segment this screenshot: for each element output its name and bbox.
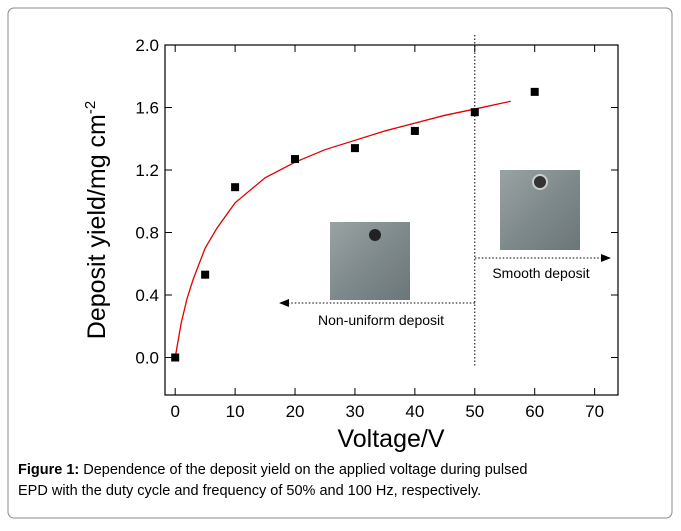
data-point	[291, 155, 300, 164]
sample-hole	[532, 174, 548, 190]
data-point	[350, 144, 359, 153]
caption-text: EPD with the duty cycle and frequency of…	[18, 483, 481, 499]
caption-text: Dependence of the deposit yield on the a…	[83, 462, 527, 478]
y-tick-label: 0.8	[135, 224, 159, 243]
data-point	[171, 353, 180, 362]
x-tick-label: 20	[286, 402, 305, 421]
y-axis-title-main: Deposit yield/mg cm	[83, 114, 111, 339]
data-point	[410, 126, 419, 135]
y-tick-label: 1.6	[135, 99, 159, 118]
x-tick-label: 40	[405, 402, 424, 421]
caption: Figure 1: Dependence of the deposit yiel…	[18, 462, 527, 499]
data-point	[231, 183, 240, 192]
fit-line	[174, 100, 511, 358]
frame	[7, 7, 673, 519]
y-tick-label: 0.0	[135, 349, 159, 368]
y-tick-label: 0.4	[135, 286, 159, 305]
x-tick-label: 50	[465, 402, 484, 421]
data-point	[201, 270, 210, 279]
x-tick-label: 0	[170, 402, 179, 421]
y-tick-label: 1.2	[135, 161, 159, 180]
x-axis-title: Voltage/V	[337, 425, 444, 453]
annotation: Non-uniform deposit	[318, 312, 444, 328]
x-tick-label: 30	[345, 402, 364, 421]
data-point	[470, 108, 479, 117]
annotation: Smooth deposit	[492, 265, 589, 281]
y-axis-title-sup: -2	[82, 101, 99, 114]
caption-label: Figure 1:	[18, 462, 79, 478]
x-tick-label: 70	[585, 402, 604, 421]
y-axis-title: Deposit yield/mg cm-2	[82, 101, 111, 339]
sample-hole	[369, 229, 381, 241]
plot-frame	[164, 44, 619, 396]
data-point	[530, 87, 539, 96]
x-tick-label: 10	[226, 402, 245, 421]
x-tick-label: 60	[525, 402, 544, 421]
y-tick-label: 2.0	[135, 36, 159, 55]
